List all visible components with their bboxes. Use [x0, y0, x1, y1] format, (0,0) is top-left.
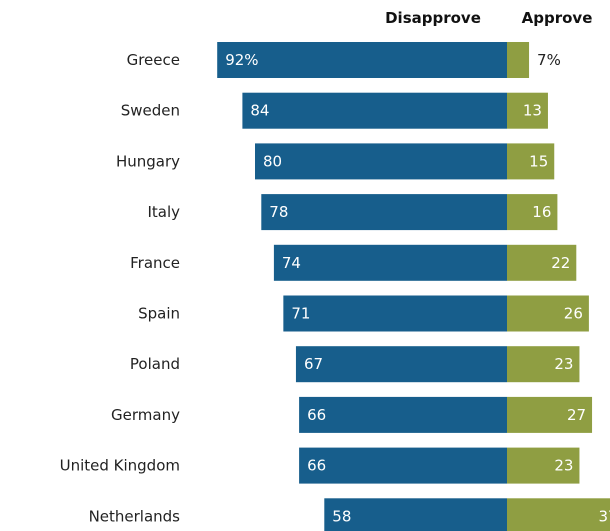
bar-disapprove	[324, 498, 507, 531]
category-label: Italy	[147, 203, 180, 221]
category-label: Sweden	[121, 102, 180, 120]
bar-approve	[507, 244, 577, 281]
bar-approve	[507, 346, 580, 383]
data-label-disapprove: 74	[282, 254, 301, 272]
bar-approve	[507, 143, 555, 180]
bar-disapprove	[299, 447, 507, 484]
category-label: Hungary	[116, 152, 180, 170]
bar-disapprove	[242, 92, 507, 129]
bar-disapprove	[217, 42, 507, 78]
data-label-disapprove: 66	[307, 406, 326, 424]
bar-disapprove	[299, 396, 507, 433]
bar-disapprove	[295, 346, 507, 383]
data-label-approve: 15	[529, 152, 548, 170]
bar-disapprove	[273, 244, 507, 281]
bar-disapprove	[261, 194, 507, 231]
category-label: United Kingdom	[60, 457, 180, 475]
category-label: France	[130, 254, 180, 272]
data-label-approve: 13	[523, 102, 542, 120]
bar-disapprove	[283, 295, 507, 332]
data-label-approve: 23	[554, 457, 573, 475]
category-label: Poland	[130, 355, 180, 373]
category-label: Germany	[111, 406, 180, 424]
data-label-approve: 37	[598, 507, 610, 525]
bar-approve	[507, 295, 589, 332]
bar-approve	[507, 447, 580, 484]
bar-approve	[507, 396, 593, 433]
data-label-approve: 7%	[537, 51, 561, 69]
data-label-approve: 26	[564, 305, 583, 323]
data-label-approve: 27	[567, 406, 586, 424]
data-label-disapprove: 80	[263, 152, 282, 170]
data-label-disapprove: 84	[250, 102, 269, 120]
legend-disapprove: Disapprove	[385, 9, 481, 27]
bar-approve	[507, 42, 530, 78]
bar-disapprove	[255, 143, 507, 180]
category-label: Netherlands	[89, 507, 181, 525]
bar-approve	[507, 498, 610, 531]
data-label-approve: 23	[554, 355, 573, 373]
data-label-disapprove: 78	[269, 203, 288, 221]
category-label: Greece	[127, 51, 180, 69]
data-label-disapprove: 58	[332, 507, 351, 525]
bar-approve	[507, 194, 558, 231]
legend-approve: Approve	[522, 9, 593, 27]
data-label-approve: 16	[532, 203, 551, 221]
data-label-approve: 22	[551, 254, 570, 272]
data-label-disapprove: 66	[307, 457, 326, 475]
data-label-disapprove: 71	[291, 305, 310, 323]
data-label-disapprove: 92%	[225, 51, 258, 69]
bar-approve	[507, 92, 548, 129]
data-label-disapprove: 67	[304, 355, 323, 373]
category-label: Spain	[138, 305, 180, 323]
